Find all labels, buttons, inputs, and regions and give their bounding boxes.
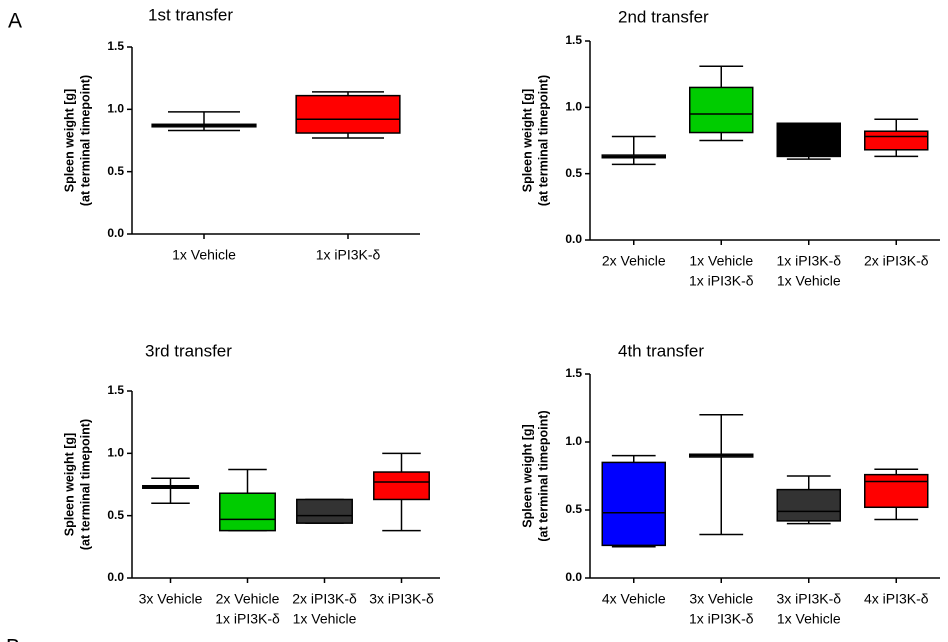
y-axis-label: Spleen weight [g] (520, 424, 534, 527)
y-axis-label: (at terminal timepoint) (78, 419, 92, 550)
y-tick-label: 0.5 (565, 502, 582, 516)
y-axis-label: Spleen weight [g] (62, 433, 76, 536)
y-tick-label: 0.5 (107, 508, 124, 522)
x-tick-label: 3x iPI3K-δ (369, 591, 434, 607)
x-tick-label: 1x Vehicle (777, 611, 841, 627)
y-tick-label: 0.0 (565, 570, 582, 584)
x-tick-label: 1x Vehicle (777, 273, 841, 289)
y-tick-label: 1.0 (107, 102, 124, 116)
y-tick-label: 0.0 (107, 226, 124, 240)
x-tick-label: 1x iPI3K-δ (215, 611, 280, 627)
box (864, 130, 929, 151)
box (219, 492, 276, 532)
box (601, 461, 666, 547)
box (776, 488, 841, 522)
y-tick-label: 1.5 (565, 33, 582, 47)
x-tick-label: 2x iPI3K-δ (864, 253, 929, 269)
x-tick-label: 1x iPI3K-δ (316, 247, 381, 263)
y-tick-label: 1.5 (565, 366, 582, 380)
y-tick-label: 1.5 (107, 39, 124, 53)
y-tick-label: 1.0 (107, 446, 124, 460)
x-tick-label: 1x iPI3K-δ (776, 253, 841, 269)
panel-label: B (6, 636, 20, 642)
box (864, 473, 929, 509)
y-tick-label: 0.0 (107, 570, 124, 584)
y-tick-label: 0.5 (107, 164, 124, 178)
chart-title: 2nd transfer (618, 7, 709, 26)
y-tick-label: 0.5 (565, 166, 582, 180)
y-tick-label: 1.0 (565, 434, 582, 448)
x-tick-label: 2x Vehicle (602, 253, 666, 269)
x-tick-label: 4x Vehicle (602, 591, 666, 607)
chart-title: 1st transfer (148, 5, 233, 24)
box (373, 471, 430, 501)
y-tick-label: 0.0 (565, 232, 582, 246)
y-axis-label: (at terminal timepoint) (536, 75, 550, 206)
x-tick-label: 3x Vehicle (139, 591, 203, 607)
x-tick-label: 3x iPI3K-δ (776, 591, 841, 607)
x-tick-label: 3x Vehicle (689, 591, 753, 607)
y-axis-label: Spleen weight [g] (520, 89, 534, 192)
y-tick-label: 1.5 (107, 383, 124, 397)
chart-title: 4th transfer (618, 341, 704, 360)
x-tick-label: 4x iPI3K-δ (864, 591, 929, 607)
x-tick-label: 2x Vehicle (216, 591, 280, 607)
box (295, 94, 401, 134)
x-tick-label: 1x iPI3K-δ (689, 611, 754, 627)
x-tick-label: 1x Vehicle (172, 247, 236, 263)
box (689, 86, 754, 134)
x-tick-label: 1x iPI3K-δ (689, 273, 754, 289)
panel-label: A (8, 10, 22, 33)
x-tick-label: 2x iPI3K-δ (292, 591, 357, 607)
chart-title: 3rd transfer (145, 341, 232, 360)
y-axis-label: (at terminal timepoint) (78, 75, 92, 206)
x-tick-label: 1x Vehicle (689, 253, 753, 269)
box (296, 498, 353, 524)
y-axis-label: (at terminal timepoint) (536, 410, 550, 541)
y-tick-label: 1.0 (565, 100, 582, 114)
x-tick-label: 1x Vehicle (293, 611, 357, 627)
y-axis-label: Spleen weight [g] (62, 89, 76, 192)
